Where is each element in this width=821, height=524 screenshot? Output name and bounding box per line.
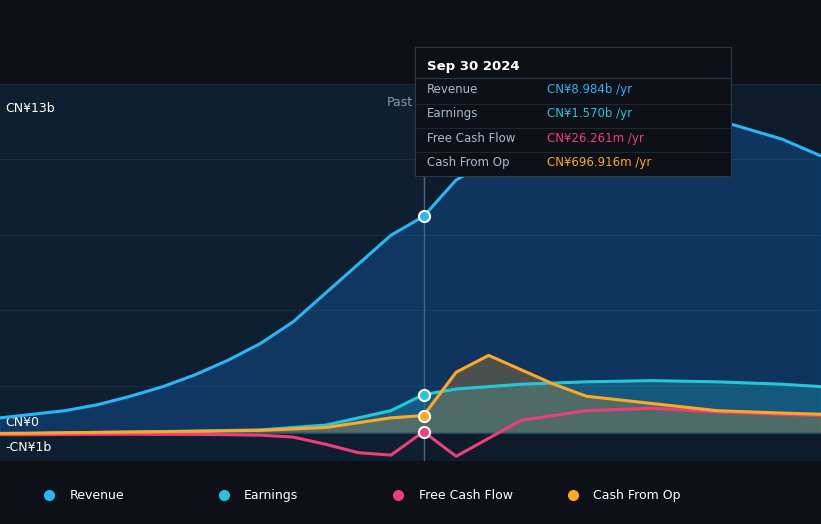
Text: -CN¥1b: -CN¥1b [5,441,52,454]
Text: CN¥0: CN¥0 [5,416,39,429]
Text: Past: Past [387,96,413,109]
Text: Revenue: Revenue [427,83,479,96]
Text: Earnings: Earnings [245,489,299,501]
Text: CN¥696.916m /yr: CN¥696.916m /yr [548,156,652,169]
Text: Earnings: Earnings [427,107,479,121]
Text: Sep 30 2024: Sep 30 2024 [427,60,520,73]
Text: 2027: 2027 [701,474,732,487]
Text: Revenue: Revenue [70,489,125,501]
Text: Analysts Forecasts: Analysts Forecasts [437,96,553,109]
Text: Free Cash Flow: Free Cash Flow [427,132,516,145]
Text: 2024: 2024 [310,474,342,487]
Text: Cash From Op: Cash From Op [594,489,681,501]
Text: Free Cash Flow: Free Cash Flow [419,489,512,501]
Text: CN¥26.261m /yr: CN¥26.261m /yr [548,132,644,145]
Text: CN¥1.570b /yr: CN¥1.570b /yr [548,107,632,121]
Bar [0,84,424,461]
Text: 2026: 2026 [571,474,603,487]
Text: 2023: 2023 [180,474,211,487]
Text: CN¥8.984b /yr: CN¥8.984b /yr [548,83,632,96]
Text: 2025: 2025 [440,474,472,487]
Text: 2022: 2022 [49,474,81,487]
Text: Cash From Op: Cash From Op [427,156,510,169]
Text: CN¥13b: CN¥13b [5,102,55,115]
